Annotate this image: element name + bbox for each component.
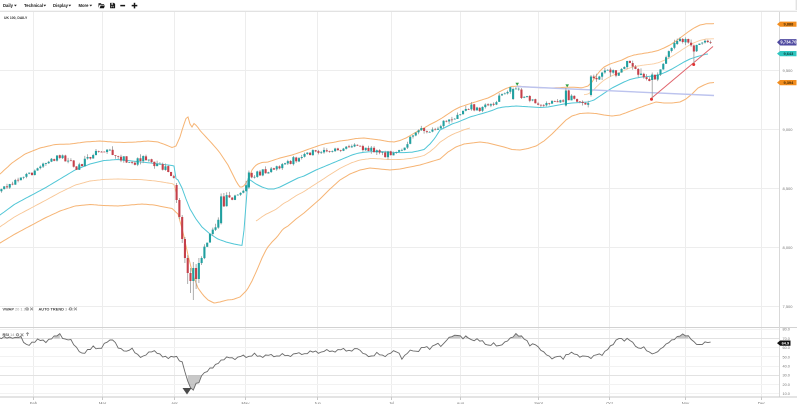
svg-text:Jul: Jul: [389, 401, 394, 404]
svg-text:More: More: [79, 3, 90, 8]
svg-text:80.0: 80.0: [783, 328, 790, 332]
svg-text:20.0: 20.0: [783, 383, 790, 387]
svg-text:Nov: Nov: [682, 401, 690, 404]
svg-text:Dec: Dec: [758, 401, 765, 404]
svg-text:10.0: 10.0: [783, 392, 790, 396]
svg-text:Mar: Mar: [99, 401, 107, 404]
svg-text:8,500: 8,500: [783, 186, 794, 191]
svg-text:7,500: 7,500: [783, 304, 794, 309]
svg-text:RSI 14: RSI 14: [3, 332, 16, 337]
svg-text:AUTO TREND 3 4 2: AUTO TREND 3 4 2: [39, 306, 74, 311]
svg-text:Apr: Apr: [171, 401, 178, 404]
svg-text:64.9: 64.9: [782, 341, 790, 346]
svg-text:70.0: 70.0: [783, 337, 790, 341]
svg-text:40.0: 40.0: [783, 365, 790, 369]
svg-text:9,000: 9,000: [783, 127, 794, 132]
svg-text:UK 100, DAILY: UK 100, DAILY: [4, 16, 28, 20]
svg-text:Sept: Sept: [534, 401, 543, 404]
svg-text:9,888: 9,888: [784, 22, 795, 27]
svg-text:8,000: 8,000: [783, 245, 794, 250]
svg-text:9,643: 9,643: [784, 51, 795, 56]
svg-text:Aug: Aug: [457, 401, 465, 404]
svg-text:Technical: Technical: [24, 3, 43, 8]
svg-text:Daily: Daily: [3, 3, 14, 8]
svg-text:60.0: 60.0: [783, 346, 790, 350]
svg-text:9,734.70: 9,734.70: [780, 40, 797, 45]
svg-text:9,500: 9,500: [783, 68, 794, 73]
svg-text:30.0: 30.0: [783, 374, 790, 378]
svg-text:9,394: 9,394: [784, 80, 795, 85]
svg-text:VWAP 20 1 2 3: VWAP 20 1 2 3: [3, 306, 30, 311]
svg-text:Feb: Feb: [30, 401, 38, 404]
svg-text:Jun: Jun: [314, 401, 321, 404]
svg-text:Display: Display: [53, 3, 69, 8]
svg-text:Oct: Oct: [606, 401, 613, 404]
svg-text:50.0: 50.0: [783, 355, 790, 359]
svg-text:May: May: [242, 401, 251, 404]
